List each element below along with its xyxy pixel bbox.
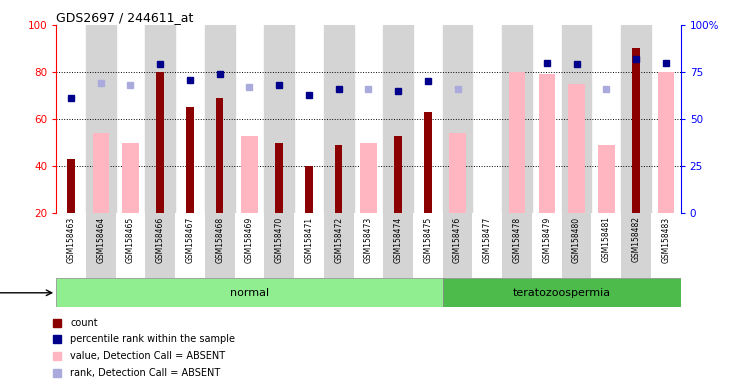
Bar — [383, 25, 413, 213]
Bar — [324, 25, 354, 213]
Bar — [186, 107, 194, 213]
Text: GSM158477: GSM158477 — [483, 217, 492, 263]
Text: GSM158473: GSM158473 — [364, 217, 373, 263]
Bar — [443, 278, 681, 307]
Bar — [443, 213, 473, 278]
Text: GSM158467: GSM158467 — [186, 217, 194, 263]
Text: GDS2697 / 244611_at: GDS2697 / 244611_at — [56, 11, 194, 24]
Text: GSM158478: GSM158478 — [512, 217, 521, 263]
Text: GSM158474: GSM158474 — [393, 217, 402, 263]
Bar — [502, 25, 532, 213]
Text: GSM158465: GSM158465 — [126, 217, 135, 263]
Bar — [621, 213, 651, 278]
Bar — [67, 159, 75, 213]
Text: GSM158466: GSM158466 — [156, 217, 165, 263]
Text: rank, Detection Call = ABSENT: rank, Detection Call = ABSENT — [70, 368, 221, 378]
Text: GSM158481: GSM158481 — [602, 217, 611, 262]
Bar — [205, 25, 235, 213]
Text: GSM158464: GSM158464 — [96, 217, 105, 263]
Bar — [598, 145, 615, 213]
Bar — [621, 25, 651, 213]
Bar — [324, 213, 354, 278]
Bar — [145, 213, 175, 278]
Bar — [568, 84, 585, 213]
Bar — [539, 74, 555, 213]
Bar — [335, 145, 343, 213]
Bar — [562, 213, 592, 278]
Bar — [424, 112, 432, 213]
Bar — [443, 25, 473, 213]
Text: teratozoospermia: teratozoospermia — [512, 288, 611, 298]
Bar — [56, 278, 443, 307]
Text: normal: normal — [230, 288, 269, 298]
Bar — [657, 72, 674, 213]
Bar — [86, 213, 116, 278]
Text: value, Detection Call = ABSENT: value, Detection Call = ABSENT — [70, 351, 225, 361]
Bar — [242, 136, 257, 213]
Bar — [305, 166, 313, 213]
Bar — [264, 213, 294, 278]
Text: GSM158472: GSM158472 — [334, 217, 343, 263]
Bar — [502, 213, 532, 278]
Bar — [275, 142, 283, 213]
Bar — [145, 25, 175, 213]
Bar — [509, 72, 525, 213]
Text: GSM158476: GSM158476 — [453, 217, 462, 263]
Text: percentile rank within the sample: percentile rank within the sample — [70, 334, 236, 344]
Bar — [264, 25, 294, 213]
Text: GSM158479: GSM158479 — [542, 217, 551, 263]
Bar — [450, 133, 466, 213]
Bar — [205, 213, 235, 278]
Text: GSM158471: GSM158471 — [304, 217, 313, 263]
Bar — [122, 142, 138, 213]
Bar — [93, 133, 109, 213]
Text: GSM158483: GSM158483 — [661, 217, 670, 263]
Text: GSM158480: GSM158480 — [572, 217, 581, 263]
Bar — [216, 98, 224, 213]
Text: GSM158469: GSM158469 — [245, 217, 254, 263]
Bar — [394, 136, 402, 213]
Text: GSM158463: GSM158463 — [67, 217, 76, 263]
Bar — [361, 142, 376, 213]
Bar — [383, 213, 413, 278]
Bar — [632, 48, 640, 213]
Text: GSM158470: GSM158470 — [275, 217, 283, 263]
Bar — [86, 25, 116, 213]
Bar — [156, 72, 164, 213]
Text: GSM158482: GSM158482 — [631, 217, 640, 262]
Text: GSM158475: GSM158475 — [423, 217, 432, 263]
Text: GSM158468: GSM158468 — [215, 217, 224, 263]
Bar — [562, 25, 592, 213]
Text: count: count — [70, 318, 98, 328]
